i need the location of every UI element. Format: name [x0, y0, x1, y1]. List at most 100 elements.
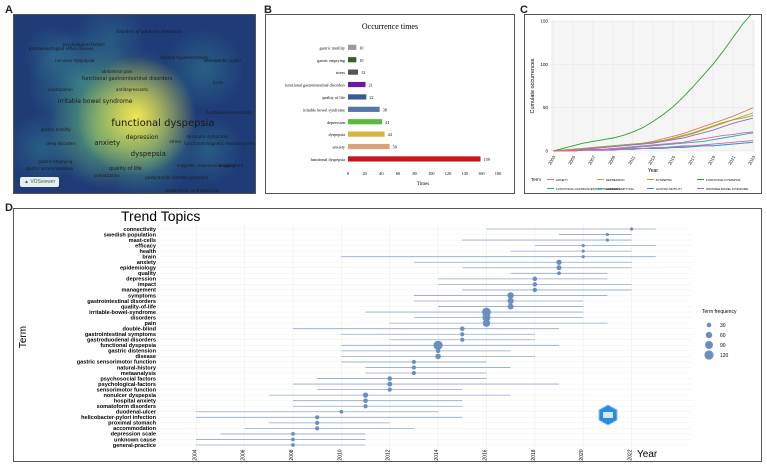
x-tick-label: 2008 — [289, 449, 295, 460]
term-label: duodenal-ulcer — [116, 410, 157, 416]
term-label: efficacy — [135, 243, 157, 249]
x-tick-label: 2015 — [667, 154, 676, 165]
size-legend-dot — [706, 322, 712, 328]
value-label: 41 — [385, 120, 389, 125]
density-term: stress — [169, 139, 182, 145]
bar — [348, 44, 357, 50]
x-tick-label: 2010 — [337, 449, 343, 460]
term-label: epidemiology — [120, 266, 157, 272]
term-label: gastrointestinal disorders — [87, 299, 156, 305]
trend-point — [482, 319, 491, 327]
density-term: functional connectivity — [205, 110, 252, 116]
legend-label: DYSPEPSIA — [656, 178, 672, 182]
x-tick-label: 2021 — [727, 154, 736, 165]
density-term: functional magnetic resonance imaging — [184, 141, 256, 146]
badge-label: VOSviewer — [30, 179, 56, 185]
term-label: quality — [138, 271, 157, 277]
panel-label-a: A — [5, 4, 13, 16]
logo-icon — [598, 404, 618, 426]
value-label: 10 — [359, 58, 363, 63]
trend-point — [532, 282, 538, 287]
x-tick-label: 100 — [428, 171, 434, 176]
x-tick-label: 140 — [461, 171, 467, 176]
x-tick-label: 2007 — [587, 154, 596, 165]
x-tick-label: 120 — [445, 171, 451, 176]
term-label: impact — [138, 282, 156, 288]
trend-point — [411, 370, 417, 376]
trend-point — [556, 259, 562, 265]
value-label: 10 — [359, 45, 363, 50]
trend-point — [581, 249, 585, 253]
term-label: double-blind — [122, 326, 156, 332]
trend-point — [507, 292, 514, 299]
cumulative-chart-panel: 0 50 100 150 2003 2005 2007 2009 2011 2013 2015 201… — [524, 12, 762, 200]
x-tick-label: 80 — [413, 171, 417, 176]
term-label: disorders — [131, 315, 157, 321]
value-label: 22 — [369, 95, 373, 100]
trend-point — [315, 420, 320, 425]
term-label: natural-history — [117, 365, 157, 371]
density-term: gastric emptying — [38, 159, 73, 164]
bar — [348, 119, 383, 125]
term-label: quality-of-life — [121, 304, 156, 310]
category-label: quality of life — [322, 95, 345, 100]
y-axis-label: Cumulate occurrences — [530, 58, 536, 113]
trend-point — [291, 443, 295, 447]
bar — [348, 143, 390, 150]
term-label: general-practice — [113, 443, 156, 449]
density-term: helicobacter pylori — [203, 58, 241, 64]
trend-point — [605, 238, 609, 242]
trend-point — [482, 313, 491, 322]
trend-point — [387, 387, 392, 392]
category-label: depression — [327, 120, 346, 125]
size-legend-dot — [705, 331, 713, 339]
density-term: brain — [213, 79, 224, 85]
term-label: irritable-bowel-syndrome — [89, 310, 156, 316]
bar — [348, 57, 357, 63]
x-tick-label: 2004 — [192, 449, 198, 460]
x-tick-label: 180 — [495, 171, 501, 176]
x-tick-label: 2011 — [627, 154, 636, 165]
category-label: functional gastrointestinal disorders — [285, 83, 345, 88]
term-label: psychosocial factors — [100, 376, 156, 382]
bar — [348, 69, 358, 75]
term-label: gastrointestinal symptoms — [85, 332, 156, 338]
density-term: functional dyspepsia — [111, 117, 215, 129]
vosviewer-badge: ▲ VOSviewer — [20, 177, 60, 187]
legend-label: GASTRIC EMPTYING — [606, 187, 634, 191]
bar — [348, 131, 385, 137]
legend-label: GASTRIC MOTILITY — [656, 187, 682, 191]
bar — [348, 156, 481, 162]
term-label: gastric sensorimotor function — [77, 360, 157, 366]
size-legend-label: 30 — [720, 323, 726, 329]
term-label: health — [140, 249, 157, 255]
density-blob — [75, 55, 196, 176]
trend-point — [363, 398, 368, 403]
x-axis-label: Times — [417, 182, 429, 187]
trend-point — [435, 353, 441, 360]
bar — [348, 81, 366, 88]
legend-label: ANXIETY — [556, 178, 568, 182]
x-tick-label: 2019 — [707, 154, 716, 165]
term-label: sensorimotor function — [97, 387, 157, 393]
term-label: helicobacter-pylori infection — [81, 415, 156, 421]
cumulative-chart: 0 50 100 150 2003 2005 2007 2009 2011 2013 2015 201… — [530, 12, 757, 200]
term-label: mast-cells — [129, 238, 156, 244]
panel-label-c: C — [520, 4, 528, 16]
trend-point — [459, 326, 465, 331]
x-tick-label: 60 — [396, 171, 400, 176]
trend-point — [581, 255, 585, 259]
x-tick-label: 2013 — [647, 154, 656, 165]
x-tick-label: 2009 — [607, 154, 616, 165]
term-label: accommodation — [113, 426, 156, 432]
trend-point — [433, 340, 443, 350]
y-tick-label: 50 — [543, 105, 549, 110]
trend-point — [315, 426, 320, 431]
trend-topics-panel: Trend Topics 2004 2006 2008 2010 2012 2014 2016… — [13, 208, 762, 462]
y-tick-label: 100 — [540, 62, 548, 67]
category-label: irritable bowel syndrome — [303, 107, 345, 112]
term-label: swedish population — [104, 232, 157, 238]
trend-point — [291, 432, 295, 436]
legend-label: FUNCTIONAL DYSPEPSIA — [706, 178, 741, 182]
trend-point — [387, 376, 393, 381]
